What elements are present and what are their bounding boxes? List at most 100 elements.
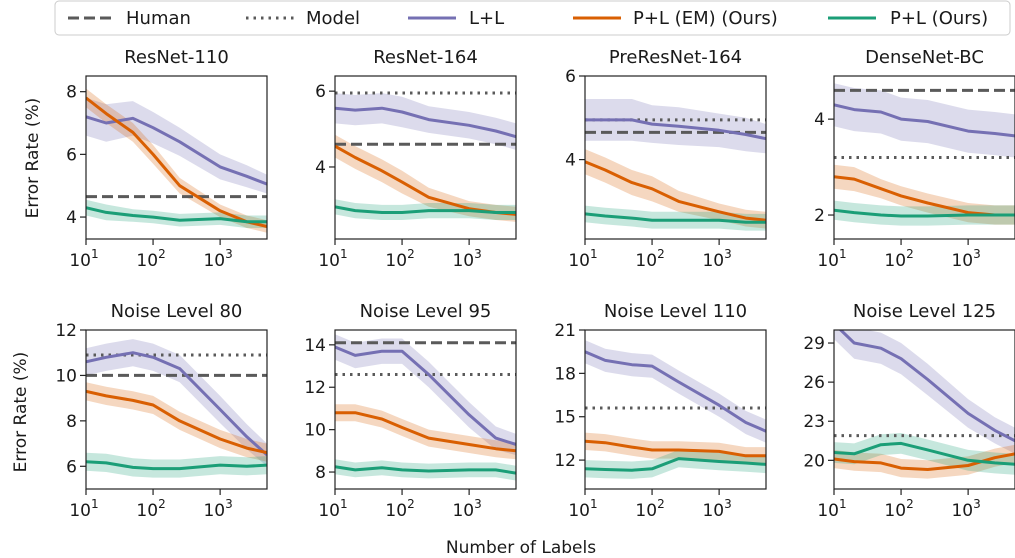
x-tick-label: 101 (817, 497, 846, 521)
axes-frame (85, 329, 268, 490)
panel-title: PreResNet-164 (609, 47, 742, 68)
plot-area (335, 334, 516, 481)
y-tick-label: 6 (315, 82, 326, 102)
legend-entry-pl: P+L (Ours) (828, 8, 988, 29)
panel-title: ResNet-164 (373, 47, 478, 68)
series-line-2 (86, 460, 267, 471)
series-line-0 (585, 350, 766, 433)
x-tick-label: 101 (318, 497, 347, 521)
legend-label-model: Model (306, 8, 360, 29)
legend-label-pl-em: P+L (EM) (Ours) (633, 8, 778, 29)
panel-title: ResNet-110 (124, 47, 229, 68)
panel-2: PreResNet-164 4 6 101 102 103 (565, 47, 767, 271)
y-axis-label-bottom: Error Rate (%) (11, 352, 31, 473)
y-tick-label: 6 (66, 145, 77, 165)
x-tick-label: 102 (136, 497, 165, 521)
confidence-band-0 (86, 339, 267, 467)
series-line-0 (838, 330, 1015, 443)
y-tick-label: 12 (554, 451, 576, 471)
x-tick-label: 102 (385, 497, 414, 521)
x-tick-label: 102 (884, 247, 913, 271)
y-tick-label: 12 (55, 321, 77, 341)
series-line-2 (834, 208, 1015, 218)
confidence-band-2 (86, 199, 267, 228)
plot-area (86, 339, 267, 478)
y-tick-label: 4 (565, 151, 576, 171)
x-tick-label: 103 (203, 497, 232, 521)
panel-title: Noise Level 95 (360, 301, 492, 322)
x-tick-label: 103 (702, 497, 731, 521)
y-tick-label: 8 (66, 412, 77, 432)
panel-title: DenseNet-BC (865, 47, 984, 68)
confidence-band-2 (86, 452, 267, 478)
x-tick-label: 101 (568, 497, 597, 521)
axes-frame (833, 75, 1015, 240)
confidence-band-1 (86, 382, 267, 462)
confidence-band-1 (834, 444, 1015, 479)
x-tick-label: 103 (452, 247, 481, 271)
x-tick-label: 102 (635, 497, 664, 521)
axes-frame (334, 329, 517, 490)
series-line-1 (585, 439, 766, 458)
panel-4: Noise Level 80 6 8 10 12 101 102 103 (55, 301, 268, 521)
panel-0: ResNet-110 4 6 8 101 102 103 (66, 47, 268, 271)
x-tick-label: 103 (951, 497, 980, 521)
panel-3: DenseNet-BC 2 4 101 102 103 (814, 47, 1015, 271)
y-tick-label: 2 (814, 206, 825, 226)
confidence-band-1 (585, 149, 766, 229)
plot-area (585, 340, 766, 479)
confidence-band-0 (585, 340, 766, 443)
x-tick-label: 103 (702, 247, 731, 271)
x-tick-label: 103 (452, 497, 481, 521)
series-line-0 (585, 118, 766, 141)
y-tick-label: 6 (66, 457, 77, 477)
y-tick-label: 29 (803, 334, 825, 354)
confidence-band-0 (335, 334, 516, 456)
x-tick-label: 102 (884, 497, 913, 521)
legend-frame (54, 0, 1011, 36)
confidence-band-1 (834, 164, 1015, 225)
y-tick-label: 8 (66, 83, 77, 103)
panel-title: Noise Level 80 (111, 301, 243, 322)
confidence-band-0 (86, 97, 267, 194)
y-tick-label: 21 (554, 321, 576, 341)
series-line-1 (335, 411, 516, 453)
y-tick-label: 8 (315, 463, 326, 483)
confidence-band-2 (585, 450, 766, 479)
confidence-band-2 (585, 205, 766, 231)
x-axis-label: Number of Labels (446, 538, 596, 558)
series-line-1 (834, 452, 1015, 471)
confidence-band-1 (86, 88, 267, 233)
x-tick-label: 101 (69, 497, 98, 521)
panel-5: Noise Level 95 8 10 12 14 101 102 103 (304, 301, 517, 521)
series-line-0 (834, 103, 1015, 138)
series-line-2 (335, 205, 516, 214)
panel-title: Noise Level 125 (853, 301, 996, 322)
y-axis-label-top: Error Rate (%) (23, 98, 43, 219)
panel-1: ResNet-164 4 6 101 102 103 (315, 47, 517, 271)
series-line-2 (834, 441, 1015, 466)
axes-frame (85, 75, 268, 240)
series-line-0 (86, 115, 267, 186)
legend-entry-ll: L+L (408, 8, 504, 29)
panel-title: Noise Level 110 (604, 301, 747, 322)
plot-area (834, 330, 1015, 479)
series-line-2 (585, 212, 766, 224)
x-tick-label: 102 (385, 247, 414, 271)
x-tick-label: 101 (817, 247, 846, 271)
y-tick-label: 4 (315, 158, 326, 178)
x-tick-label: 103 (951, 247, 980, 271)
y-tick-label: 10 (304, 421, 326, 441)
legend: Human Model L+L P+L (EM) (Ours) P+L (Our… (54, 0, 1011, 36)
y-tick-label: 14 (304, 336, 326, 356)
axes-frame (334, 75, 517, 240)
series-line-1 (585, 160, 766, 222)
series-line-2 (585, 457, 766, 472)
panel-7: Noise Level 125 20 23 26 29 101 102 103 (803, 301, 1015, 521)
confidence-band-0 (335, 93, 516, 150)
y-tick-label: 12 (304, 378, 326, 398)
x-tick-label: 101 (69, 247, 98, 271)
y-tick-label: 18 (554, 364, 576, 384)
